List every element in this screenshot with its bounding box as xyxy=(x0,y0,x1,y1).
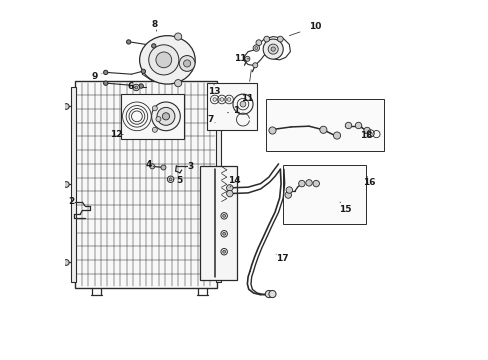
Text: 18: 18 xyxy=(360,131,372,140)
Circle shape xyxy=(285,192,291,198)
Circle shape xyxy=(220,98,223,101)
Circle shape xyxy=(162,113,169,120)
Text: 10: 10 xyxy=(309,22,321,31)
Bar xyxy=(206,83,257,130)
Circle shape xyxy=(264,36,269,42)
Circle shape xyxy=(305,180,312,186)
Circle shape xyxy=(179,55,195,71)
Circle shape xyxy=(151,102,180,131)
Circle shape xyxy=(265,291,272,298)
Circle shape xyxy=(135,86,137,89)
Circle shape xyxy=(133,84,139,91)
Text: 11: 11 xyxy=(233,54,246,63)
Circle shape xyxy=(157,107,175,125)
Circle shape xyxy=(252,63,257,68)
Text: 11: 11 xyxy=(241,94,253,103)
Circle shape xyxy=(226,190,233,197)
Circle shape xyxy=(255,40,261,45)
Text: 9: 9 xyxy=(91,72,98,81)
Circle shape xyxy=(103,81,108,85)
Text: 5: 5 xyxy=(176,176,182,185)
Circle shape xyxy=(222,232,225,235)
Circle shape xyxy=(156,117,161,122)
Circle shape xyxy=(141,69,145,73)
Text: 3: 3 xyxy=(187,162,193,171)
Circle shape xyxy=(312,180,319,187)
Circle shape xyxy=(63,181,69,187)
Circle shape xyxy=(285,187,292,193)
Circle shape xyxy=(167,176,174,183)
Circle shape xyxy=(226,185,233,191)
Text: 1: 1 xyxy=(233,105,239,114)
Bar xyxy=(75,81,217,288)
Text: 17: 17 xyxy=(275,255,288,264)
Circle shape xyxy=(319,126,326,134)
Circle shape xyxy=(103,70,108,75)
Circle shape xyxy=(183,60,190,67)
Text: 6: 6 xyxy=(127,82,133,91)
Bar xyxy=(71,87,76,282)
Circle shape xyxy=(254,46,257,49)
Circle shape xyxy=(156,52,171,68)
Circle shape xyxy=(253,45,259,51)
Text: 13: 13 xyxy=(207,86,220,95)
Circle shape xyxy=(222,250,225,253)
Circle shape xyxy=(174,33,182,40)
Circle shape xyxy=(227,98,230,101)
Circle shape xyxy=(267,44,278,54)
Circle shape xyxy=(148,45,179,75)
Text: 12: 12 xyxy=(110,130,122,139)
Text: 16: 16 xyxy=(362,178,375,187)
Circle shape xyxy=(212,98,216,101)
Text: 14: 14 xyxy=(228,176,240,185)
Circle shape xyxy=(63,104,69,109)
Circle shape xyxy=(149,164,155,169)
Circle shape xyxy=(298,180,305,187)
Circle shape xyxy=(270,47,275,51)
Circle shape xyxy=(277,36,283,42)
Bar xyxy=(199,166,237,280)
Circle shape xyxy=(169,178,172,181)
Circle shape xyxy=(268,291,276,298)
Circle shape xyxy=(355,122,361,129)
Text: 8: 8 xyxy=(151,19,158,28)
Circle shape xyxy=(363,127,369,134)
Circle shape xyxy=(139,84,143,88)
Circle shape xyxy=(333,132,340,139)
Text: 15: 15 xyxy=(338,205,350,214)
Circle shape xyxy=(345,122,351,129)
Circle shape xyxy=(244,56,249,61)
Ellipse shape xyxy=(139,36,195,84)
Text: 7: 7 xyxy=(207,115,213,124)
Circle shape xyxy=(174,80,182,87)
Circle shape xyxy=(268,127,276,134)
Circle shape xyxy=(240,101,245,107)
Text: 2: 2 xyxy=(68,197,75,206)
Circle shape xyxy=(151,44,156,48)
Circle shape xyxy=(152,127,157,132)
Text: 4: 4 xyxy=(145,160,151,169)
Bar xyxy=(265,99,384,151)
Bar xyxy=(216,87,221,282)
Bar xyxy=(121,94,183,139)
Bar xyxy=(283,165,365,224)
Circle shape xyxy=(263,39,283,59)
Circle shape xyxy=(222,215,225,217)
Circle shape xyxy=(63,260,69,265)
Circle shape xyxy=(161,165,165,170)
Circle shape xyxy=(126,40,131,44)
Circle shape xyxy=(152,106,157,111)
